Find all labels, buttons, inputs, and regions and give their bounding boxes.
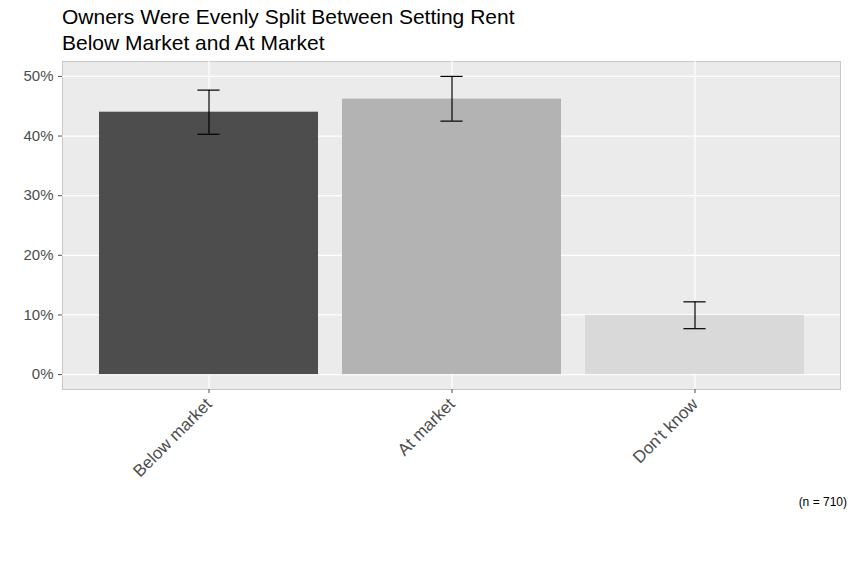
svg-text:20%: 20% (23, 246, 53, 263)
html-text:Owners Were Evenly Split Betwe: Owners Were Evenly Split Between Setting… (62, 5, 515, 28)
svg-text:Below market: Below market (129, 394, 215, 480)
svg-text:30%: 30% (23, 186, 53, 203)
svg-text:10%: 10% (23, 306, 53, 323)
html-text:(n = 710): (n = 710) (798, 495, 847, 509)
html-text:Below Market and At Market: Below Market and At Market (62, 31, 325, 54)
svg-text:Don't know: Don't know (629, 394, 702, 467)
svg-text:At market: At market (394, 394, 459, 459)
svg-text:50%: 50% (23, 67, 53, 84)
svg-text:40%: 40% (23, 127, 53, 144)
svg-text:0%: 0% (32, 365, 54, 382)
